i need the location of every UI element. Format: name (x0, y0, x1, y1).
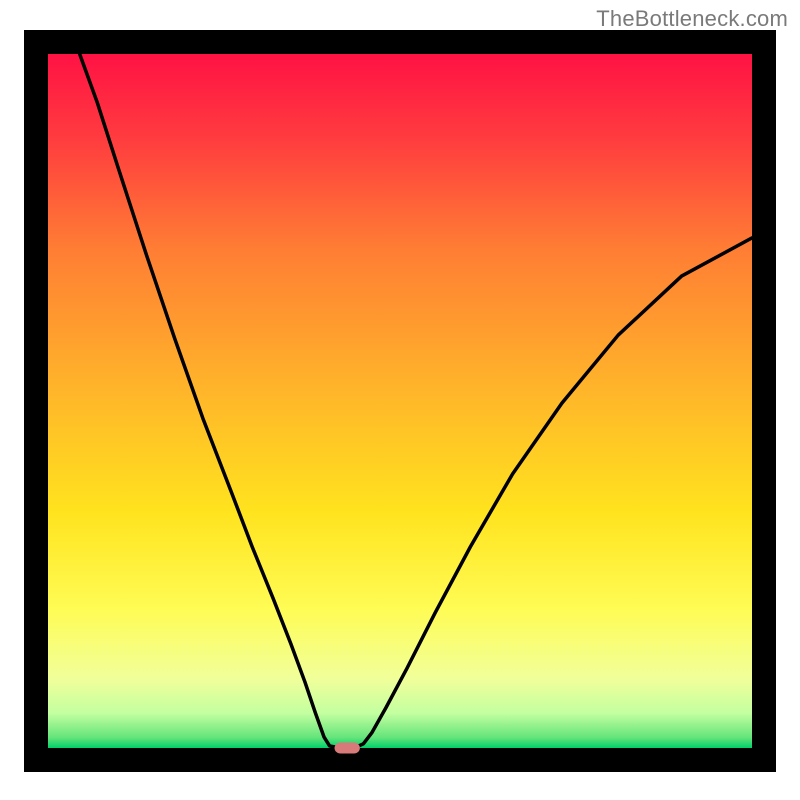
optimal-marker (335, 742, 360, 753)
bottleneck-chart (0, 0, 800, 800)
chart-container: TheBottleneck.com (0, 0, 800, 800)
gradient-background (48, 54, 752, 748)
watermark: TheBottleneck.com (596, 6, 788, 32)
